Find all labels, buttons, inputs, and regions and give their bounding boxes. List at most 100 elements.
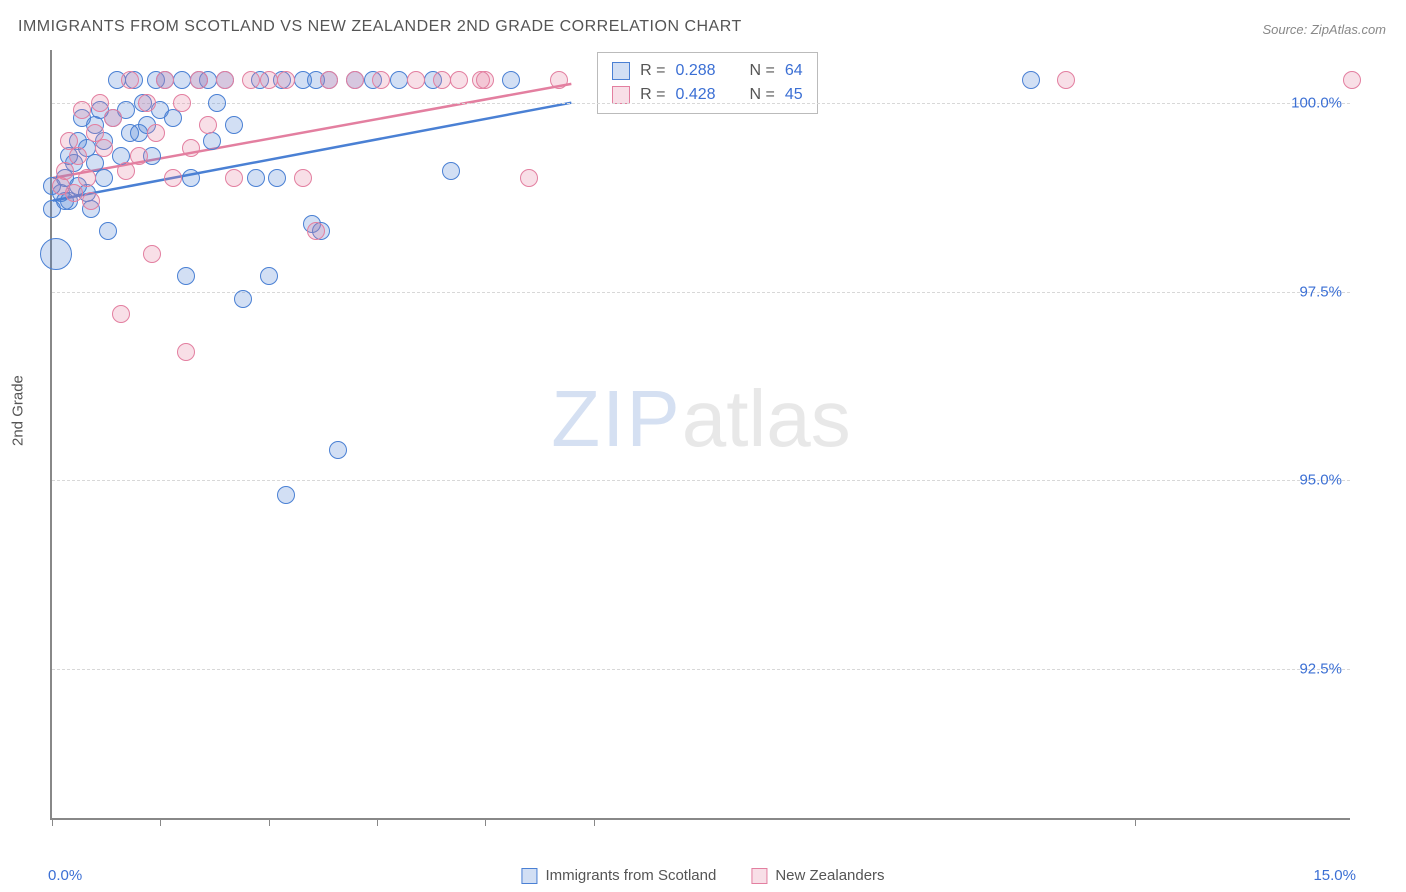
stats-r-label: R = [640,62,665,80]
scatter-point [182,169,200,187]
watermark: ZIPatlas [551,373,850,465]
scatter-point [1343,71,1361,89]
scatter-point [234,290,252,308]
scatter-point [56,162,74,180]
scatter-point [260,267,278,285]
stats-n-label: N = [750,62,775,80]
stats-n-value: 64 [785,62,803,80]
scatter-point [225,116,243,134]
scatter-point [95,139,113,157]
scatter-point [277,71,295,89]
scatter-point [520,169,538,187]
legend-item-scotland: Immigrants from Scotland [521,867,716,884]
scatter-point [143,245,161,263]
scatter-point [1022,71,1040,89]
scatter-point [121,71,139,89]
stats-legend-box: R = 0.288 N = 64 R = 0.428 N = 45 [597,52,818,114]
stats-r-value: 0.428 [676,86,716,104]
scatter-point [40,238,72,270]
y-axis-title: 2nd Grade [10,375,27,446]
source-label: Source: ZipAtlas.com [1262,22,1386,37]
scatter-point [173,71,191,89]
scatter-point [82,192,100,210]
scatter-point [177,343,195,361]
chart-title: IMMIGRANTS FROM SCOTLAND VS NEW ZEALANDE… [18,18,742,36]
scatter-point [216,71,234,89]
scatter-point [320,71,338,89]
scatter-point [1057,71,1075,89]
scatter-point [225,169,243,187]
scatter-point [173,94,191,112]
scatter-point [78,169,96,187]
scatter-point [112,305,130,323]
watermark-part2: atlas [682,374,851,463]
scatter-point [117,162,135,180]
stats-r-value: 0.288 [676,62,716,80]
stats-n-label: N = [750,86,775,104]
scatter-point [307,222,325,240]
y-tick-label: 95.0% [1299,472,1342,489]
scatter-point [99,222,117,240]
stats-swatch [612,62,630,80]
scatter-point [550,71,568,89]
scatter-point [260,71,278,89]
scatter-point [208,94,226,112]
scatter-point [177,267,195,285]
stats-r-label: R = [640,86,665,104]
scatter-point [104,109,122,127]
scatter-point [247,169,265,187]
scatter-point [476,71,494,89]
scatter-point [442,162,460,180]
scatter-point [130,147,148,165]
legend-item-nz: New Zealanders [751,867,884,884]
scatter-point [164,169,182,187]
y-tick-label: 100.0% [1291,94,1342,111]
scatter-point [190,71,208,89]
scatter-point [346,71,364,89]
x-tick [1135,818,1136,826]
x-tick [160,818,161,826]
scatter-point [199,116,217,134]
scatter-point [156,71,174,89]
scatter-point [242,71,260,89]
scatter-point [268,169,286,187]
x-tick [377,818,378,826]
stats-row: R = 0.288 N = 64 [612,59,803,83]
x-tick [52,818,53,826]
watermark-part1: ZIP [551,374,681,463]
x-axis-min-label: 0.0% [48,867,82,884]
scatter-point [65,184,83,202]
scatter-point [433,71,451,89]
trend-lines [52,50,1350,818]
scatter-point [182,139,200,157]
scatter-point [294,169,312,187]
legend-bottom: Immigrants from Scotland New Zealanders [521,867,884,884]
scatter-point [91,94,109,112]
scatter-point [407,71,425,89]
legend-label-scotland: Immigrants from Scotland [545,867,716,884]
stats-n-value: 45 [785,86,803,104]
legend-swatch-nz [751,868,767,884]
legend-label-nz: New Zealanders [775,867,884,884]
scatter-point [138,94,156,112]
y-tick-label: 97.5% [1299,283,1342,300]
plot-area: ZIPatlas R = 0.288 N = 64 R = 0.428 N = 45 100.… [50,50,1350,820]
scatter-point [502,71,520,89]
x-tick [269,818,270,826]
gridline-h [52,103,1350,104]
scatter-point [450,71,468,89]
scatter-point [277,486,295,504]
legend-swatch-scotland [521,868,537,884]
x-axis-max-label: 15.0% [1313,867,1356,884]
x-tick [594,818,595,826]
gridline-h [52,480,1350,481]
scatter-point [147,124,165,142]
stats-swatch [612,86,630,104]
scatter-point [69,147,87,165]
y-tick-label: 92.5% [1299,661,1342,678]
scatter-point [390,71,408,89]
scatter-point [73,101,91,119]
scatter-point [329,441,347,459]
scatter-point [372,71,390,89]
x-tick [485,818,486,826]
